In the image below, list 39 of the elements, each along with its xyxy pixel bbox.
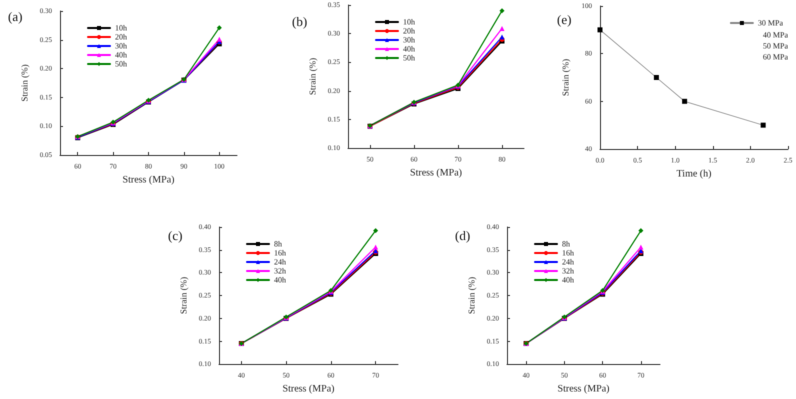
chart-title: (d) [455,228,470,243]
legend-label: 40h [274,276,286,284]
legend-label: 16h [562,248,574,258]
legend-label: 30h [115,42,127,50]
y-axis-title: Strain (%) [19,64,30,102]
y-axis-title: Strain (%) [307,58,318,96]
x-axis-title: Time (h) [676,168,712,180]
chart-title: (c) [168,228,182,243]
legend-label: 40h [562,276,574,284]
legend-label: 20h [403,26,415,36]
annotation: 60 MPa [762,52,788,62]
legend-label: 16h [274,248,286,258]
text: (e) [557,12,572,27]
x-axis-title: Stress (MPa) [282,384,334,394]
legend-label: 32h [274,266,286,276]
legend-label: 20h [115,32,127,42]
x-axis-title: Stress (MPa) [558,384,610,394]
legend-label: 40h [403,44,415,54]
chart-title: (a) [8,9,22,24]
legend-label: 24h [274,258,286,266]
y-axis-title: Strain (%) [560,58,570,96]
legend-label: 40h [115,50,127,60]
legend-label: 10h [115,24,127,32]
legend-label: 30h [403,36,415,44]
x-axis-title: Stress (MPa) [410,167,462,178]
legend-label: 32h [562,266,574,276]
annotation: 40 MPa [762,30,788,40]
legend-label: 8h [274,240,282,248]
x-axis-title: Stress (MPa) [122,174,174,186]
legend-label: 30 MPa [758,18,784,28]
legend-label: 50h [115,60,127,68]
legend-label: 24h [562,258,574,266]
y-axis-title: Strain (%) [466,276,476,314]
legend-label: 10h [403,18,415,26]
legend-label: 50h [403,54,415,62]
text: (b) [292,14,308,29]
y-axis-title: Strain (%) [178,276,188,314]
legend-label: 8h [562,240,570,248]
annotation: 50 MPa [762,42,788,50]
